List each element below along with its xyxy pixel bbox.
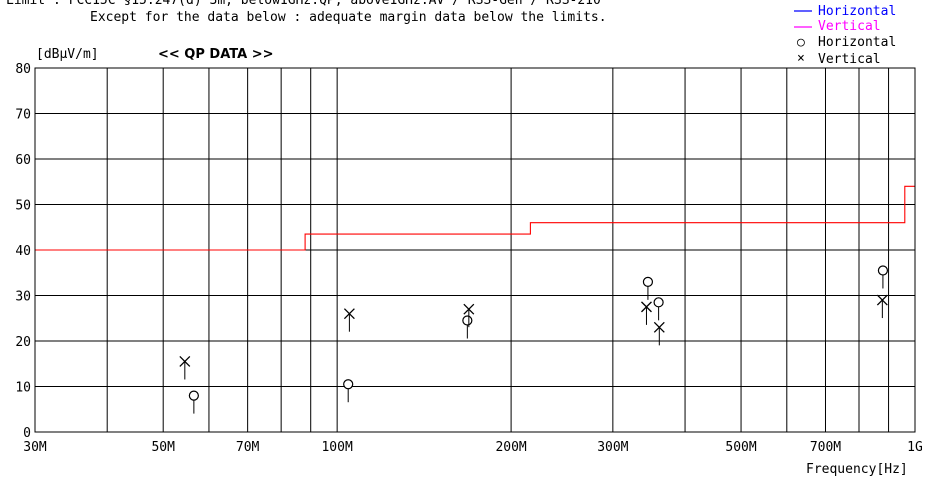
x-marker-stroke [343, 308, 355, 320]
data-points [179, 265, 889, 414]
y-tick-label: 0 [23, 426, 31, 441]
x-tick-labels: 30M 50M 70M 100M 200M 300M 500M 700M 1G [23, 440, 923, 455]
x-axis-label: Frequency[Hz] [806, 462, 908, 477]
circle-marker [642, 276, 654, 287]
x-marker-stroke [179, 356, 191, 367]
x-tick-label: 70M [236, 440, 260, 455]
y-tick-label: 30 [15, 290, 31, 305]
x-tick-label: 50M [151, 440, 175, 455]
legend-vertical-marker-label: Vertical [818, 52, 881, 67]
limit-description: Limit : FCC15C §15.247(d) 3m, below1GHz:… [6, 0, 601, 8]
x-tick-label: 300M [597, 440, 628, 455]
circle-marker [877, 265, 889, 276]
horizontal-data-point [188, 390, 199, 414]
x-marker-stroke [463, 303, 475, 315]
y-tick-labels: 0 10 20 30 40 50 60 70 80 [15, 62, 31, 441]
x-tick-label: 30M [23, 440, 47, 455]
circle-marker [462, 315, 473, 326]
y-axis-label: [dBμV/m] [36, 47, 99, 62]
x-marker-stroke [641, 301, 652, 313]
circle-marker [188, 390, 199, 401]
y-tick-label: 40 [15, 244, 31, 259]
vertical-data-point [343, 308, 355, 332]
except-description: Except for the data below : adequate mar… [90, 10, 607, 25]
chart-title: << QP DATA >> [158, 47, 274, 62]
y-tick-label: 80 [15, 62, 31, 77]
x-tick-label: 200M [495, 440, 526, 455]
vertical-data-point [876, 294, 888, 319]
horizontal-data-point [343, 379, 354, 403]
circle-marker [343, 379, 354, 390]
plot-frame [34, 67, 916, 433]
x-marker-stroke [653, 321, 665, 333]
x-tick-label: 700M [810, 440, 841, 455]
x-tick-label: 500M [725, 440, 756, 455]
y-tick-label: 50 [15, 199, 31, 214]
limit-line [35, 185, 915, 251]
x-tick-label: 100M [321, 440, 352, 455]
legend-horizontal-line-label: Horizontal [818, 4, 896, 19]
legend-horizontal-marker-label: Horizontal [818, 35, 896, 50]
y-tick-label: 10 [15, 381, 31, 396]
horizontal-data-point [653, 297, 664, 321]
vertical-data-point [179, 356, 191, 380]
horizontal-data-point [462, 315, 473, 339]
horizontal-data-point [642, 276, 654, 300]
horizontal-data-point [877, 265, 889, 289]
y-tick-label: 60 [15, 153, 31, 168]
vertical-data-point [641, 301, 652, 325]
legend-circle-marker-icon: ○ [797, 35, 805, 50]
circle-marker [653, 297, 664, 308]
legend-vertical-line-label: Vertical [818, 19, 881, 34]
y-tick-label: 70 [15, 108, 31, 123]
legend-x-marker-icon: × [797, 51, 805, 66]
vertical-data-point [463, 303, 475, 328]
x-marker-stroke [876, 294, 888, 306]
y-tick-label: 20 [15, 335, 31, 350]
x-tick-label: 1G [907, 440, 923, 455]
vertical-data-point [653, 321, 665, 346]
